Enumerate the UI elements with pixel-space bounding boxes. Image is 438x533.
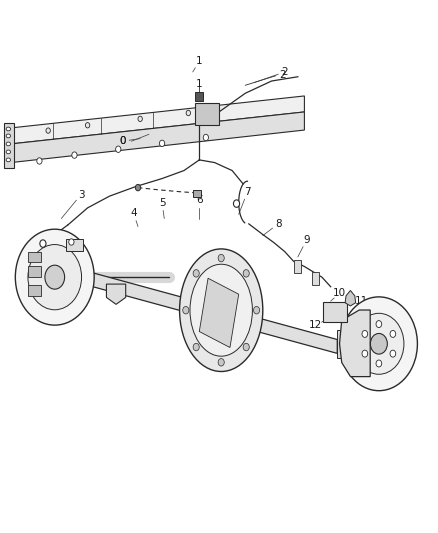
Circle shape [390,330,396,337]
Polygon shape [339,310,370,377]
Ellipse shape [6,150,11,154]
Circle shape [254,306,260,314]
Bar [337,330,364,358]
Ellipse shape [190,264,252,356]
Circle shape [390,350,396,357]
Circle shape [45,265,65,289]
Circle shape [340,297,417,391]
Text: 4: 4 [130,208,137,218]
Bar [195,92,203,101]
Polygon shape [28,231,57,323]
Text: 1: 1 [196,56,203,66]
Text: 7: 7 [244,187,251,197]
Circle shape [138,116,142,122]
Circle shape [243,270,249,277]
Text: 5: 5 [159,198,166,207]
Circle shape [186,110,191,116]
Circle shape [354,313,404,374]
Polygon shape [199,278,239,348]
Ellipse shape [6,142,11,146]
Polygon shape [345,290,356,306]
Bar [323,302,347,322]
Circle shape [116,146,121,152]
Text: 10: 10 [333,288,346,298]
Circle shape [69,239,74,245]
Ellipse shape [6,134,11,138]
Polygon shape [11,96,304,144]
Text: 10: 10 [55,251,68,261]
Bar [193,190,201,197]
Circle shape [218,359,224,366]
Circle shape [362,350,367,357]
Circle shape [218,254,224,262]
Circle shape [243,343,249,351]
Circle shape [376,321,381,328]
Circle shape [362,330,367,337]
Bar [28,266,41,277]
Bar [195,103,219,125]
Circle shape [159,140,165,147]
Circle shape [28,245,81,310]
Polygon shape [11,112,304,163]
Circle shape [85,123,90,128]
Circle shape [371,334,387,354]
Circle shape [193,343,199,351]
Text: 6: 6 [196,195,203,205]
Text: 0: 0 [120,136,126,146]
Bar [294,260,301,273]
Bar [28,252,41,262]
Text: 12: 12 [42,238,55,247]
Text: 1: 1 [196,79,203,88]
Text: 2: 2 [281,67,288,77]
Circle shape [233,200,240,207]
Text: 12: 12 [309,320,322,330]
Text: 11: 11 [355,296,368,306]
Bar [4,123,14,168]
Ellipse shape [180,249,263,372]
Text: 0: 0 [120,136,126,146]
Ellipse shape [6,158,11,162]
Polygon shape [83,270,337,353]
Circle shape [40,240,46,247]
Bar [312,272,319,285]
Circle shape [203,134,208,141]
Ellipse shape [6,127,11,131]
Circle shape [183,306,189,314]
Circle shape [37,158,42,164]
Circle shape [193,270,199,277]
Text: 2: 2 [279,70,286,79]
Circle shape [376,360,381,367]
Circle shape [15,229,94,325]
Bar [28,285,41,296]
Circle shape [135,184,141,191]
Text: 3: 3 [78,190,85,199]
Text: 8: 8 [275,219,282,229]
Circle shape [72,152,77,158]
Bar [66,239,83,251]
Circle shape [46,128,50,133]
Polygon shape [106,284,126,304]
Text: 9: 9 [303,235,310,245]
